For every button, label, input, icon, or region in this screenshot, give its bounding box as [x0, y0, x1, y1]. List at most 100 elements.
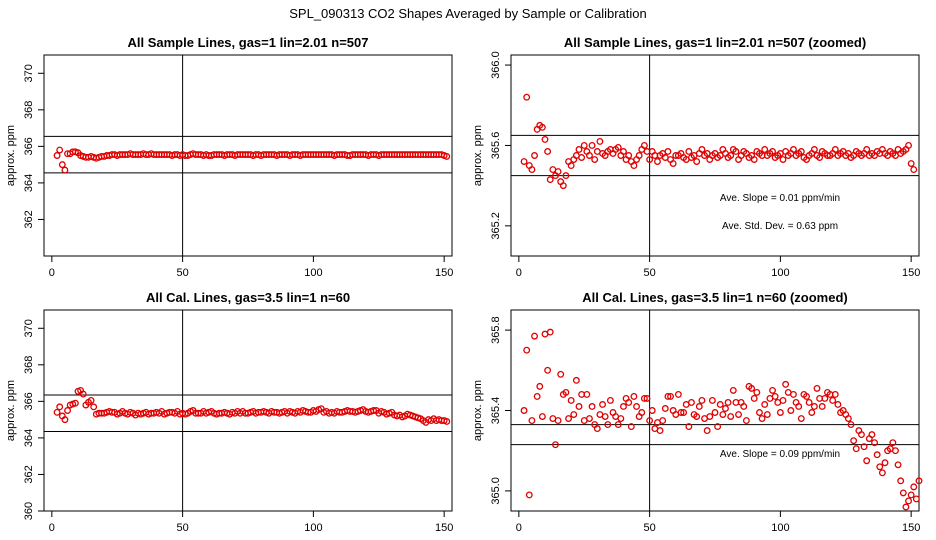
y-tick-label: 362 [23, 210, 35, 228]
data-point [588, 141, 596, 149]
data-point [750, 394, 758, 402]
data-point [907, 160, 915, 167]
data-point [813, 384, 821, 392]
data-point [831, 390, 839, 398]
plot-frame [510, 54, 920, 257]
data-point [90, 403, 98, 411]
y-tick-label: 368 [23, 101, 35, 119]
data-point [654, 158, 661, 165]
data-point [559, 182, 567, 190]
data-point [630, 162, 638, 169]
y-tick-label: 370 [23, 64, 35, 82]
data-point [706, 413, 714, 420]
data-point [625, 152, 633, 159]
data-point [844, 415, 852, 422]
data-point [907, 491, 915, 499]
data-point [847, 421, 855, 429]
x-tick-label: 150 [902, 522, 920, 534]
chart-panel-1: All Sample Lines, gas=1 lin=2.01 n=507 ap… [5, 35, 453, 279]
data-point [596, 137, 604, 145]
data-point [821, 394, 829, 402]
x-tick-label: 50 [643, 522, 655, 534]
data-point [546, 176, 554, 184]
data-point [761, 401, 769, 408]
data-point [646, 417, 654, 424]
data-point [533, 392, 541, 400]
data-point [818, 403, 826, 410]
data-point [614, 144, 622, 151]
data-point [554, 417, 562, 424]
x-tick-label: 50 [176, 267, 188, 279]
data-point [899, 489, 907, 497]
y-tick-label: 362 [23, 465, 35, 483]
data-point [729, 386, 737, 394]
plot-frame [43, 54, 453, 257]
data-point [750, 156, 758, 163]
data-point [834, 401, 842, 408]
data-point [763, 411, 771, 418]
chart-panel-2: All Sample Lines, gas=1 lin=2.01 n=507 (… [472, 35, 920, 279]
x-tick-label: 0 [49, 267, 55, 279]
data-point [897, 477, 905, 485]
y-tick-label: 366 [23, 392, 35, 410]
data-point [580, 141, 588, 149]
data-point [520, 407, 528, 414]
chart-panel-3: All Cal. Lines, gas=3.5 lin=1 n=60 approx… [5, 290, 453, 534]
data-point [727, 413, 735, 420]
data-point [860, 443, 868, 451]
data-point [664, 148, 672, 155]
panel-title: All Sample Lines, gas=1 lin=2.01 n=507 [128, 35, 369, 50]
data-point [643, 394, 651, 402]
x-tick-label: 0 [49, 522, 55, 534]
data-point [541, 135, 549, 143]
data-point [871, 439, 878, 447]
data-point [790, 390, 797, 398]
data-point [562, 172, 570, 180]
x-tick-label: 100 [771, 522, 789, 534]
data-point [601, 413, 609, 420]
chart-panel-4: All Cal. Lines, gas=3.5 lin=1 n=60 (zoom… [472, 290, 923, 534]
data-point [538, 413, 546, 420]
data-point [850, 437, 858, 445]
x-tick-label: 150 [435, 522, 453, 534]
data-point [716, 401, 724, 408]
data-point [727, 152, 735, 159]
data-point [528, 166, 536, 174]
data-point [714, 423, 722, 431]
data-point [617, 415, 625, 422]
y-axis-label: approx. ppm [472, 125, 484, 186]
data-point [753, 388, 761, 396]
data-point [562, 388, 570, 396]
data-point [881, 459, 889, 467]
data-point [905, 497, 912, 505]
data-point [863, 146, 871, 153]
data-point [742, 417, 750, 424]
data-point [688, 399, 695, 406]
data-point [604, 421, 612, 429]
data-point [795, 403, 803, 410]
y-tick-label: 370 [23, 319, 35, 337]
data-point [61, 166, 69, 174]
data-point [87, 397, 95, 404]
data-point [523, 346, 531, 354]
data-point [695, 403, 703, 410]
plot-frame [43, 309, 453, 512]
x-tick-label: 150 [435, 267, 453, 279]
data-point [790, 146, 797, 153]
data-point [575, 146, 583, 153]
data-point [599, 401, 606, 408]
y-tick-label: 368 [23, 356, 35, 374]
data-point [661, 405, 669, 412]
annotation-text: Ave. Slope = 0.01 ppm/min [720, 193, 840, 204]
data-point [640, 394, 648, 402]
data-point [667, 392, 674, 400]
data-point [905, 141, 912, 149]
data-point [554, 168, 562, 176]
data-point [552, 441, 559, 449]
data-point [711, 409, 719, 416]
data-point [858, 431, 865, 439]
data-point [640, 141, 648, 149]
y-tick-label: 360 [23, 502, 35, 520]
data-point [915, 477, 923, 485]
data-point [698, 146, 706, 153]
